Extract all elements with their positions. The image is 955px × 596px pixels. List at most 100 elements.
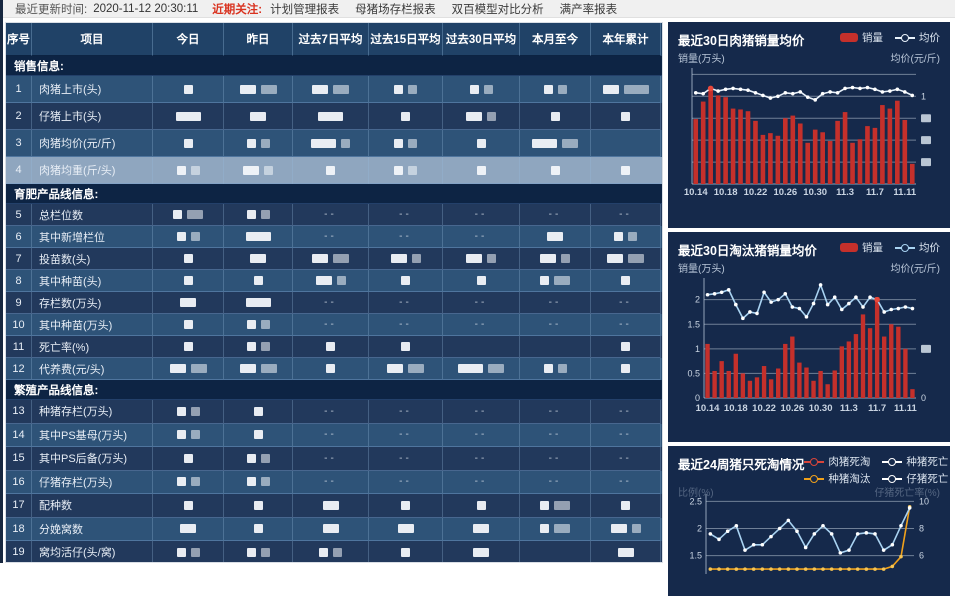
cell-value-redacted [153, 314, 224, 336]
cell-value-redacted: -- [369, 292, 443, 314]
row-number: 16 [6, 470, 32, 494]
cell-value-redacted [369, 76, 443, 103]
topbar-link-3[interactable]: 满产率报表 [559, 3, 618, 16]
row-number: 12 [6, 358, 32, 380]
row-number: 7 [6, 248, 32, 270]
legend-label: 种猪死亡 [906, 456, 949, 468]
cell-value-redacted: -- [369, 314, 443, 336]
table-row[interactable]: 10 其中种苗(万头) -- -- -- -- -- [6, 314, 662, 336]
table-row[interactable]: 14 其中PS基母(万头) -- -- -- -- -- [6, 423, 662, 447]
svg-text:10.26: 10.26 [780, 403, 804, 414]
cell-value-redacted: -- [443, 400, 520, 424]
legend-item-销量[interactable]: 销量 [840, 30, 883, 45]
cell-value-redacted: -- [293, 470, 369, 494]
table-header-row: 序号 项目 今日 昨日 过去7日平均 过去15日平均 过去30日平均 本月至今 本年累计 [6, 23, 662, 56]
row-number: 11 [6, 336, 32, 358]
svg-text:10.18: 10.18 [724, 403, 748, 414]
cell-value-redacted: -- [520, 470, 591, 494]
legend-item-均价[interactable]: 均价 [895, 240, 940, 255]
cell-value-redacted: -- [293, 447, 369, 471]
table-row[interactable]: 12 代养费(元/头) [6, 358, 662, 380]
cell-value-redacted [224, 103, 293, 130]
legend-item-种猪淘汰[interactable]: 种猪淘汰 [804, 471, 870, 486]
topbar-link-0[interactable]: 计划管理报表 [270, 3, 340, 16]
legend-label: 均价 [919, 242, 940, 254]
legend-item-销量[interactable]: 销量 [840, 240, 883, 255]
table-row[interactable]: 1 肉猪上市(头) [6, 76, 662, 103]
cell-value-redacted [443, 358, 520, 380]
cell-value-redacted: -- [369, 226, 443, 248]
cell-value-redacted [153, 470, 224, 494]
row-label: 其中新增栏位 [32, 226, 153, 248]
cell-value-redacted [443, 103, 520, 130]
chart3-plot: 2.5 2 1.5 10 8 6 [678, 494, 940, 574]
svg-text:8: 8 [919, 524, 924, 534]
table-row[interactable]: 11 死亡率(%) [6, 336, 662, 358]
chart3-left-axis-label: 比例(%) [678, 488, 714, 499]
cell-value-redacted [443, 76, 520, 103]
chart1-plot: 1 10.14 10.18 10.22 10.26 10.30 11.3 11.7 11.11 [678, 64, 940, 198]
legend-item-均价[interactable]: 均价 [895, 30, 940, 45]
cell-value-redacted [224, 76, 293, 103]
svg-text:6: 6 [919, 551, 924, 561]
cell-value-redacted [153, 358, 224, 380]
svg-text:2: 2 [697, 524, 702, 534]
cell-value-redacted [293, 358, 369, 380]
table-row[interactable]: 7 投苗数(头) [6, 248, 662, 270]
table-row[interactable]: 13 种猪存栏(万头) -- -- -- -- -- [6, 400, 662, 424]
cell-value-redacted: -- [443, 226, 520, 248]
cell-value-redacted [224, 400, 293, 424]
cell-value-redacted: -- [293, 423, 369, 447]
cell-value-redacted [591, 270, 661, 292]
cell-value-redacted: -- [520, 447, 591, 471]
cell-value-redacted: -- [369, 204, 443, 226]
column-header-2: 今日 [153, 23, 224, 56]
legend-item-仔猪死亡[interactable]: 仔猪死亡 [882, 471, 948, 486]
column-header-4: 过去7日平均 [293, 23, 369, 56]
cell-value-redacted [224, 314, 293, 336]
cell-value-redacted [153, 517, 224, 541]
legend-label: 仔猪死亡 [906, 473, 949, 485]
svg-text:0: 0 [695, 393, 700, 403]
table-row[interactable]: 2 仔猪上市(头) [6, 103, 662, 130]
table-row[interactable]: 4 肉猪均重(斤/头) [6, 157, 662, 184]
row-number: 9 [6, 292, 32, 314]
cell-value-redacted [153, 336, 224, 358]
cell-value-redacted [293, 336, 369, 358]
row-label: 仔猪上市(头) [32, 103, 153, 130]
chart1-right-axis-label: 均价(元/斤) [890, 54, 940, 65]
cell-value-redacted [153, 157, 224, 184]
topbar-link-2[interactable]: 双百模型对比分析 [451, 3, 544, 16]
cell-value-redacted [224, 494, 293, 518]
table-row[interactable]: 6 其中新增栏位 -- -- -- [6, 226, 662, 248]
legend-label: 肉猪死淘 [828, 456, 871, 468]
column-header-8: 本年累计 [591, 23, 661, 56]
table-row[interactable]: 3 肉猪均价(元/斤) [6, 130, 662, 157]
chart-svg: 2.5 2 1.5 10 8 6 [689, 494, 929, 574]
table-row[interactable]: 19 窝均活仔(头/窝) [6, 541, 662, 562]
topbar-link-1[interactable]: 母猪场存栏报表 [355, 3, 436, 16]
cell-value-redacted [443, 248, 520, 270]
cell-value-redacted: -- [520, 423, 591, 447]
table-row[interactable]: 17 配种数 [6, 494, 662, 518]
legend-item-种猪死亡[interactable]: 种猪死亡 [882, 454, 948, 469]
table-row[interactable]: 16 仔猪存栏(万头) -- -- -- -- -- [6, 470, 662, 494]
cell-value-redacted [520, 494, 591, 518]
bar-swatch-icon [840, 33, 858, 42]
cell-value-redacted [443, 157, 520, 184]
cell-value-redacted [293, 248, 369, 270]
table-row[interactable]: 8 其中种苗(头) [6, 270, 662, 292]
cell-value-redacted [224, 541, 293, 562]
row-number: 18 [6, 517, 32, 541]
table-row[interactable]: 5 总栏位数 -- -- -- -- -- [6, 204, 662, 226]
table-row[interactable]: 9 存栏数(万头) -- -- -- -- -- [6, 292, 662, 314]
section-header-row: 销售信息: [6, 56, 662, 76]
legend-item-肉猪死淘[interactable]: 肉猪死淘 [804, 454, 870, 469]
chart2-plot: 0 0.5 1 1.5 2 0 10.14 10.18 10.22 10.26 10.30 11.3 1… [678, 274, 940, 414]
table-row[interactable]: 15 其中PS后备(万头) -- -- -- -- -- [6, 447, 662, 471]
table-row[interactable]: 18 分娩窝数 [6, 517, 662, 541]
row-number: 8 [6, 270, 32, 292]
row-number: 6 [6, 226, 32, 248]
line-marker-icon [804, 457, 825, 466]
cell-value-redacted [293, 157, 369, 184]
